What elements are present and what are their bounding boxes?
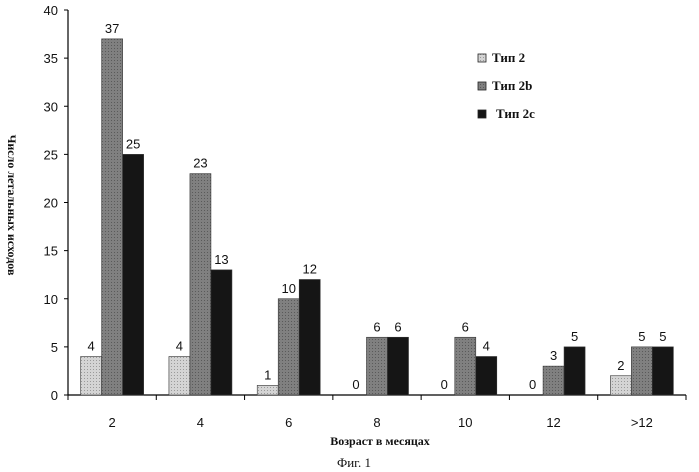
y-tick-label: 10 xyxy=(44,292,58,307)
y-tick-label: 30 xyxy=(44,99,58,114)
bar xyxy=(123,154,144,395)
data-label: 12 xyxy=(302,262,316,277)
data-label: 5 xyxy=(571,329,578,344)
data-label: 1 xyxy=(264,367,271,382)
y-tick-label: 25 xyxy=(44,147,58,162)
bars xyxy=(81,39,674,395)
legend: Тип 2 Тип 2b Тип 2c xyxy=(478,50,535,121)
y-tick-label: 15 xyxy=(44,244,58,259)
y-tick-label: 20 xyxy=(44,196,58,211)
data-label: 2 xyxy=(617,358,624,373)
bar xyxy=(631,347,652,395)
bar xyxy=(388,337,409,395)
data-label: 0 xyxy=(441,377,448,392)
data-label: 25 xyxy=(126,136,140,151)
y-tick-label: 5 xyxy=(51,340,58,355)
bar xyxy=(257,385,278,395)
y-tick-label: 0 xyxy=(51,388,58,403)
legend-swatch xyxy=(478,54,486,62)
figure-caption: Фиг. 1 xyxy=(337,455,371,470)
legend-label: Тип 2c xyxy=(496,106,535,121)
x-tick-label: 6 xyxy=(285,415,292,430)
data-labels: 437254231311012066064035255 xyxy=(88,21,667,392)
data-label: 4 xyxy=(176,339,183,354)
data-label: 6 xyxy=(373,319,380,334)
bar xyxy=(278,299,299,395)
x-tick-label: 4 xyxy=(197,415,204,430)
x-tick-label: 12 xyxy=(546,415,560,430)
x-tick-label: 10 xyxy=(458,415,472,430)
bar xyxy=(211,270,232,395)
legend-label: Тип 2 xyxy=(492,50,525,65)
data-label: 13 xyxy=(214,252,228,267)
bar xyxy=(476,357,497,396)
bar xyxy=(367,337,388,395)
bar xyxy=(610,376,631,395)
y-axis: 0 5 10 15 20 25 30 35 40 xyxy=(44,3,68,403)
bar xyxy=(652,347,673,395)
data-label: 6 xyxy=(462,319,469,334)
data-label: 5 xyxy=(638,329,645,344)
data-label: 10 xyxy=(281,281,295,296)
bar xyxy=(455,337,476,395)
data-label: 0 xyxy=(529,377,536,392)
y-tick-label: 35 xyxy=(44,51,58,66)
x-tick-label: >12 xyxy=(631,415,653,430)
bar xyxy=(169,357,190,396)
y-axis-title: Число летальных исходов xyxy=(5,135,19,276)
x-axis: 2 4 6 8 10 12 >12 xyxy=(68,395,686,430)
bar xyxy=(190,174,211,395)
bar xyxy=(81,357,102,396)
bar xyxy=(543,366,564,395)
legend-swatch xyxy=(478,110,486,118)
x-tick-label: 2 xyxy=(109,415,116,430)
data-label: 3 xyxy=(550,348,557,363)
x-axis-title: Возраст в месяцах xyxy=(330,434,430,448)
data-label: 6 xyxy=(394,319,401,334)
data-label: 4 xyxy=(483,339,490,354)
legend-swatch xyxy=(478,82,486,90)
data-label: 4 xyxy=(88,339,95,354)
data-label: 37 xyxy=(105,21,119,36)
bar xyxy=(102,39,123,395)
bar xyxy=(299,280,320,396)
y-tick-label: 40 xyxy=(44,3,58,18)
x-tick-label: 8 xyxy=(373,415,380,430)
data-label: 23 xyxy=(193,156,207,171)
data-label: 0 xyxy=(352,377,359,392)
legend-label: Тип 2b xyxy=(492,78,532,93)
data-label: 5 xyxy=(659,329,666,344)
bar xyxy=(564,347,585,395)
